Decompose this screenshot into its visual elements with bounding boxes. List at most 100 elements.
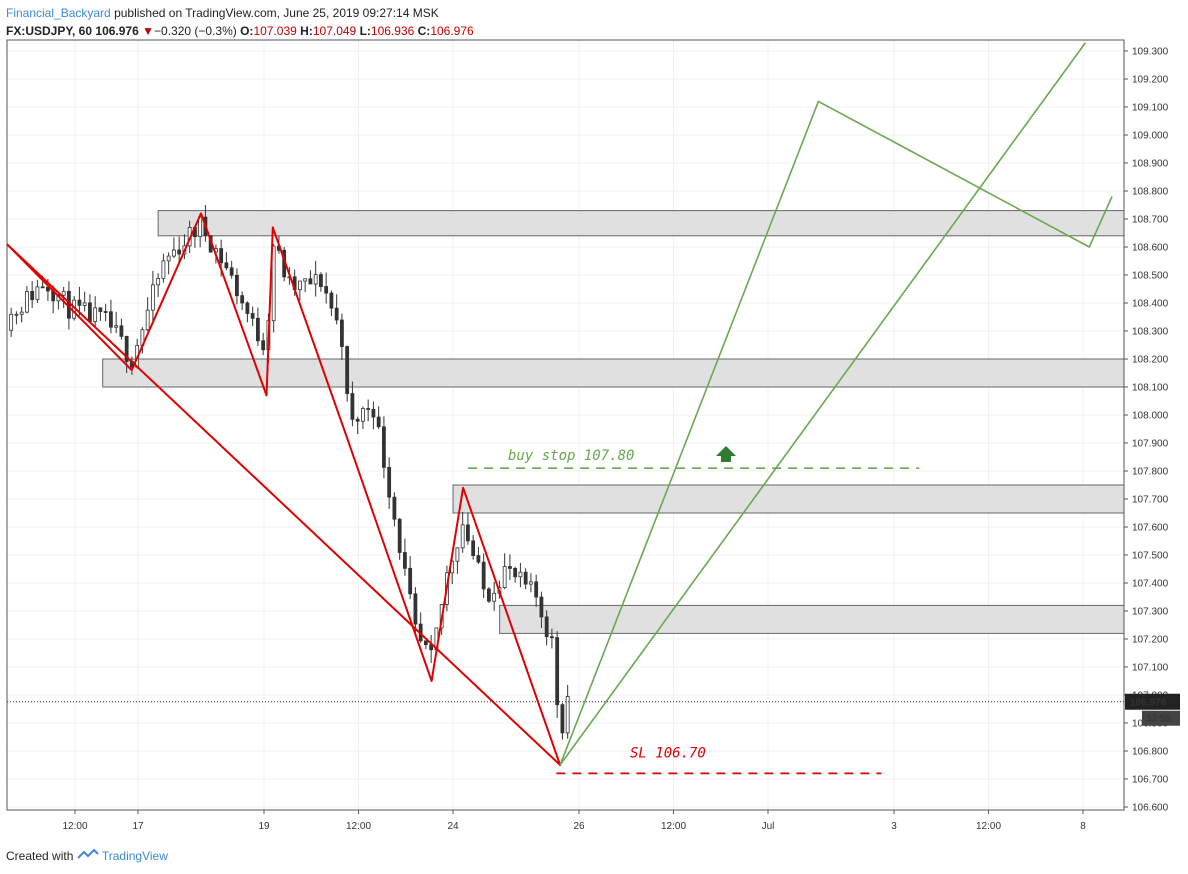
- bullish-projection-line: [559, 42, 1087, 766]
- candle: [151, 270, 155, 321]
- candle-body: [229, 267, 234, 276]
- candle: [77, 286, 82, 316]
- candle: [523, 568, 528, 590]
- y-tick-label: 107.500: [1132, 551, 1169, 562]
- candle-body: [240, 295, 245, 304]
- candle-body: [397, 518, 402, 553]
- candle: [408, 555, 413, 600]
- candle-body: [529, 581, 533, 585]
- author-link[interactable]: Financial_Backyard: [6, 6, 111, 20]
- candle-body: [19, 311, 24, 315]
- candle: [550, 628, 554, 649]
- candle: [156, 273, 161, 297]
- candle-body: [93, 307, 98, 322]
- candle-body: [340, 319, 344, 347]
- candle-body: [534, 581, 539, 598]
- candle: [229, 260, 234, 279]
- candle: [460, 511, 465, 553]
- y-tick-label: 107.900: [1132, 439, 1169, 450]
- candle: [345, 345, 350, 402]
- candle-body: [334, 307, 339, 321]
- y-tick-label: 107.300: [1132, 607, 1169, 618]
- zones: [102, 210, 1125, 634]
- candle-body: [345, 346, 350, 394]
- y-tick-label: 109.200: [1132, 75, 1169, 86]
- trend-lines: [6, 42, 1113, 766]
- candle: [340, 313, 344, 360]
- candle: [492, 581, 497, 611]
- candle-body: [555, 637, 560, 706]
- candle: [114, 311, 119, 334]
- candle-body: [550, 636, 554, 639]
- candle-body: [109, 311, 113, 328]
- candle: [518, 563, 523, 588]
- close-value: 106.976: [430, 24, 474, 38]
- bearish-zigzag-line: [6, 212, 562, 766]
- candle-body: [77, 299, 82, 306]
- candle: [466, 512, 470, 545]
- candle-body: [156, 277, 161, 286]
- low-label: L:: [359, 24, 371, 38]
- candle-body: [224, 262, 229, 269]
- candle-body: [350, 393, 355, 420]
- candle: [355, 416, 360, 435]
- y-tick-label: 108.300: [1132, 327, 1169, 338]
- axes: 106.600106.700106.800106.900107.000107.1…: [6, 39, 1169, 832]
- candle: [119, 318, 124, 340]
- candle: [544, 610, 549, 646]
- up-arrow-icon: [716, 446, 736, 462]
- candle: [9, 307, 14, 337]
- footer: Created with TradingView: [6, 848, 168, 863]
- candle: [235, 268, 239, 305]
- candle-body: [114, 325, 119, 328]
- x-tick-label: 3: [891, 821, 897, 832]
- candle-body: [481, 561, 486, 590]
- y-tick-label: 108.200: [1132, 355, 1169, 366]
- candle-body: [9, 313, 14, 331]
- supply-demand-zone: [452, 484, 1125, 514]
- change-value: −0.320 (−0.3%): [154, 24, 237, 38]
- candle-body: [313, 274, 318, 285]
- candle-body: [413, 593, 418, 625]
- candle-body: [408, 567, 413, 595]
- candle: [303, 278, 308, 293]
- low-value: 106.936: [370, 24, 415, 38]
- y-tick-label: 107.700: [1132, 495, 1169, 506]
- x-tick-label: 12:00: [346, 821, 371, 832]
- candle-body: [235, 274, 239, 297]
- candle-body: [392, 496, 397, 520]
- candle-body: [513, 568, 518, 578]
- candle-body: [103, 311, 108, 313]
- tradingview-link[interactable]: TradingView: [101, 849, 168, 863]
- candle-body: [492, 592, 497, 602]
- candle: [224, 252, 229, 271]
- candle: [555, 631, 560, 718]
- candle: [565, 685, 570, 739]
- y-tick-label: 109.100: [1132, 103, 1169, 114]
- candle-body: [361, 408, 365, 422]
- candle: [245, 301, 250, 323]
- candle: [487, 587, 491, 603]
- candle: [539, 591, 544, 628]
- candle-body: [30, 291, 35, 301]
- tradingview-logo-icon[interactable]: [77, 848, 102, 863]
- candle-body: [14, 313, 19, 316]
- candle-body: [308, 278, 313, 285]
- supply-demand-zone: [157, 210, 1125, 237]
- y-tick-label: 108.400: [1132, 299, 1169, 310]
- candle-body: [355, 418, 360, 422]
- candle-body: [523, 571, 528, 585]
- candle-body: [366, 408, 371, 410]
- candle: [177, 236, 182, 264]
- candle-body: [161, 260, 166, 279]
- symbol-label[interactable]: FX:USDJPY, 60: [6, 24, 93, 38]
- open-label: O:: [240, 24, 254, 38]
- candle-body: [172, 249, 176, 257]
- candle-body: [25, 291, 29, 313]
- candle: [334, 294, 339, 325]
- last-price: 106.976: [95, 24, 139, 38]
- price-badge: [1125, 693, 1180, 710]
- candle: [298, 280, 302, 301]
- x-tick-label: 19: [258, 821, 270, 832]
